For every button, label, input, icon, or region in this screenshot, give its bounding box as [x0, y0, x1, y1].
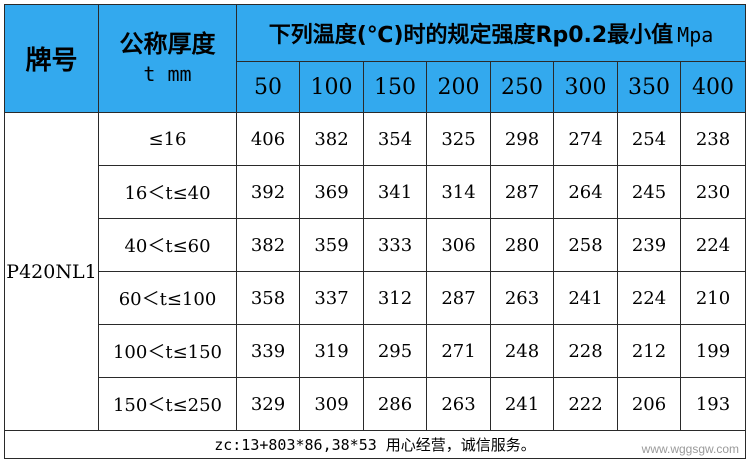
temperature-unit: Mpa	[677, 23, 714, 47]
strength-value: 287	[490, 165, 554, 219]
strength-value: 264	[553, 165, 618, 219]
strength-value: 224	[617, 271, 681, 325]
thickness-range: 60＜t≤100	[98, 271, 237, 325]
temperature-column: 350	[617, 61, 681, 113]
strength-value: 274	[553, 112, 618, 166]
strength-value: 325	[426, 112, 491, 166]
temperature-header: 下列温度(℃)时的规定强度Rp0.2最小值 Mpa	[235, 4, 747, 62]
strength-value: 382	[236, 218, 300, 272]
thickness-header: 公称厚度 t mm	[98, 4, 237, 113]
strength-value: 271	[426, 324, 491, 378]
strength-value: 314	[426, 165, 491, 219]
strength-value: 369	[299, 165, 364, 219]
table-row: 40＜t≤60 382 359 333 306 280 258 239 224	[5, 218, 747, 272]
strength-value: 230	[679, 165, 747, 219]
temperature-column: 150	[363, 61, 427, 113]
strength-value: 287	[426, 271, 491, 325]
strength-value: 280	[490, 218, 554, 272]
thickness-range: ≤16	[98, 112, 237, 166]
strength-value: 306	[426, 218, 491, 272]
strength-value: 319	[299, 324, 364, 378]
strength-value: 245	[617, 165, 681, 219]
strength-value: 199	[679, 324, 747, 378]
grade-header: 牌号	[4, 4, 99, 113]
temperature-title: 下列温度(℃)时的规定强度Rp0.2最小值	[268, 23, 674, 48]
strength-value: 241	[553, 271, 618, 325]
strength-value: 222	[553, 377, 618, 431]
strength-value: 263	[490, 271, 554, 325]
temperature-column: 400	[679, 61, 747, 113]
strength-value: 309	[299, 377, 364, 431]
temperature-column: 200	[426, 61, 491, 113]
thickness-label: 公称厚度	[119, 29, 216, 58]
strength-value: 329	[236, 377, 300, 431]
strength-value: 248	[490, 324, 554, 378]
strength-value: 239	[617, 218, 681, 272]
strength-value: 254	[617, 112, 681, 166]
strength-value: 286	[363, 377, 427, 431]
strength-value: 228	[553, 324, 618, 378]
strength-value: 358	[236, 271, 300, 325]
strength-value: 339	[236, 324, 300, 378]
footer-note: zc:13+803*86,38*53 用心经营，诚信服务。 www.wggsgw…	[3, 430, 747, 459]
table-row: 100＜t≤150 339 319 295 271 248 228 212 19…	[5, 324, 747, 378]
strength-value: 193	[679, 377, 747, 431]
temperature-column: 50	[236, 61, 300, 113]
strength-value: 341	[363, 165, 427, 219]
strength-value: 382	[299, 112, 364, 166]
thickness-range: 150＜t≤250	[98, 377, 237, 431]
temperature-column: 300	[553, 61, 618, 113]
site-watermark: www.wggsgw.com	[641, 442, 740, 456]
thickness-unit: t mm	[143, 61, 192, 86]
strength-value: 392	[236, 165, 300, 219]
strength-value: 298	[490, 112, 554, 166]
strength-value: 224	[679, 218, 747, 272]
strength-value: 312	[363, 271, 427, 325]
table-row: 16＜t≤40 392 369 341 314 287 264 245 230	[5, 165, 747, 219]
strength-value: 359	[299, 218, 364, 272]
table-row: 150＜t≤250 329 309 286 263 241 222 206 19…	[5, 377, 747, 431]
strength-value: 206	[617, 377, 681, 431]
strength-value: 406	[236, 112, 300, 166]
strength-value: 337	[299, 271, 364, 325]
strength-value: 258	[553, 218, 618, 272]
strength-value: 263	[426, 377, 491, 431]
thickness-range: 16＜t≤40	[98, 165, 237, 219]
table-row: 60＜t≤100 358 337 312 287 263 241 224 210	[5, 271, 747, 325]
strength-value: 212	[617, 324, 681, 378]
temperature-column: 100	[299, 61, 364, 113]
footer-text: zc:13+803*86,38*53 用心经营，诚信服务。	[214, 436, 536, 454]
grade-cell: P420NL1	[4, 112, 99, 431]
table-row: P420NL1 ≤16 406 382 354 325 298 274 254 …	[4, 112, 747, 431]
strength-value: 238	[679, 112, 747, 166]
thickness-range: 100＜t≤150	[98, 324, 237, 378]
yield-strength-table: 牌号 公称厚度 t mm 下列温度(℃)时的规定强度Rp0.2最小值 Mpa 50…	[3, 4, 747, 459]
strength-value: 354	[363, 112, 427, 166]
strength-value: 295	[363, 324, 427, 378]
strength-value: 210	[679, 271, 747, 325]
temperature-column: 250	[490, 61, 554, 113]
strength-value: 333	[363, 218, 427, 272]
strength-value: 241	[490, 377, 554, 431]
thickness-range: 40＜t≤60	[98, 218, 237, 272]
